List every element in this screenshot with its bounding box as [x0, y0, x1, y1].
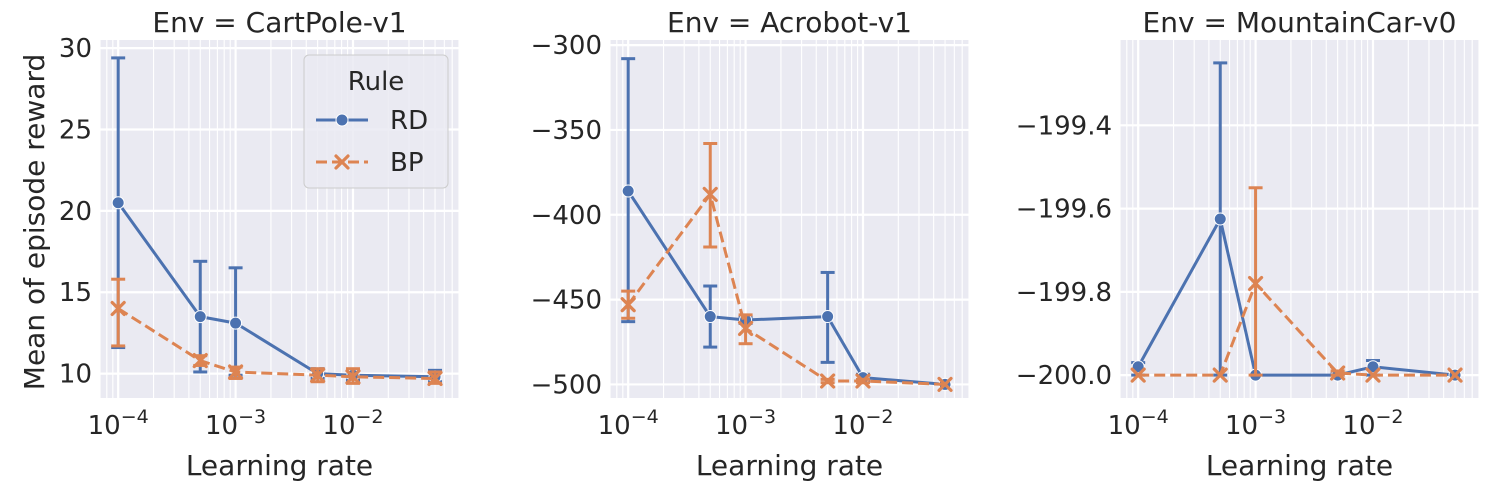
y-tick-label: −500: [531, 370, 602, 400]
bp-point: [620, 297, 636, 313]
series-line: [117, 307, 436, 380]
x-tick-label: 10−3: [1225, 406, 1286, 441]
plot-area: [610, 40, 969, 398]
rd-point: [193, 310, 207, 324]
rd-point: [1366, 360, 1380, 374]
y-tick-label: 15: [59, 278, 92, 308]
panel-title: Env = Acrobot-v1: [667, 6, 912, 39]
y-tick-label: −300: [531, 31, 602, 61]
y-tick-label: 30: [59, 34, 92, 64]
legend-label: RD: [390, 106, 428, 136]
bp-point: [110, 300, 126, 317]
series-line: [116, 201, 436, 379]
y-tick-label: −199.8: [1016, 278, 1112, 308]
y-tick-label: 10: [59, 360, 92, 390]
y-tick-label: −200.0: [1016, 361, 1112, 391]
bp-point: [1447, 367, 1463, 383]
rd-point: [1131, 360, 1145, 374]
series-rd: [621, 57, 952, 391]
bp-point: [427, 370, 443, 387]
legend-item-bp: BP: [316, 148, 424, 178]
bp-point: [310, 367, 326, 383]
y-tick-label: −350: [531, 116, 602, 146]
series-line: [1138, 282, 1455, 377]
rd-point: [821, 310, 835, 324]
error-bar: [111, 277, 126, 348]
bp-point: [1247, 275, 1264, 292]
panel-title: Env = CartPole-v1: [152, 6, 406, 39]
y-tick-label: 20: [59, 197, 92, 227]
x-tick-label: 10−2: [1342, 406, 1403, 441]
bp-point: [1365, 367, 1381, 383]
plot-area: [1120, 40, 1479, 398]
bp-point: [227, 364, 244, 380]
bp-point: [1212, 367, 1228, 383]
x-tick-label: 10−4: [88, 406, 149, 441]
rd-point: [1213, 212, 1227, 226]
y-tick-label: 25: [59, 116, 92, 146]
x-tick-label: 10−2: [832, 406, 893, 441]
bp-point: [737, 320, 754, 337]
y-tick-label: −400: [531, 201, 602, 231]
panel-3: 10−4 10−3 10−2 −200.0 −199.8 −199.6 −199.4 Env …: [1016, 6, 1480, 482]
x-axis-label: Learning rate: [186, 449, 373, 482]
y-tick-label: −199.4: [1016, 111, 1112, 141]
x-axis-label: Learning rate: [1206, 449, 1393, 482]
series-bp: [110, 277, 443, 387]
rd-point: [111, 196, 125, 210]
bp-point: [192, 352, 208, 369]
series-line: [1136, 217, 1456, 377]
y-tick-label: −450: [531, 286, 602, 316]
series-line: [626, 190, 946, 386]
panel-title: Env = MountainCar-v0: [1143, 6, 1457, 39]
x-tick-label: 10−4: [1108, 406, 1169, 441]
series-bp: [1130, 186, 1463, 383]
bp-point: [937, 376, 953, 393]
legend: Rule RD BP: [303, 54, 449, 189]
bp-point: [334, 154, 350, 170]
bp-point: [1130, 367, 1146, 383]
rd-point: [335, 113, 349, 127]
x-tick-label: 10−2: [322, 406, 383, 441]
rd-point: [229, 316, 243, 330]
series-bp: [620, 141, 953, 393]
x-tick-label: 10−3: [205, 406, 266, 441]
legend-box: [303, 54, 449, 189]
y-tick-label: −199.6: [1016, 195, 1112, 225]
bp-point: [855, 373, 871, 389]
bp-point: [820, 373, 836, 389]
rd-point: [621, 184, 635, 198]
y-axis-label: Mean of episode reward: [18, 54, 51, 390]
bp-point: [1330, 365, 1346, 381]
legend-item-rd: RD: [316, 106, 428, 136]
bp-point: [702, 186, 718, 202]
rd-point: [703, 310, 717, 324]
series-line: [626, 192, 946, 386]
x-tick-label: 10−3: [715, 406, 776, 441]
x-axis-label: Learning rate: [696, 449, 883, 482]
x-tick-label: 10−4: [598, 406, 659, 441]
legend-label: BP: [390, 148, 424, 178]
bp-point: [345, 369, 361, 385]
panel-2: 10−4 10−3 10−2 −500 −450 −400 −350 −300 Env = Ac…: [531, 6, 970, 482]
legend-title: Rule: [348, 67, 405, 97]
